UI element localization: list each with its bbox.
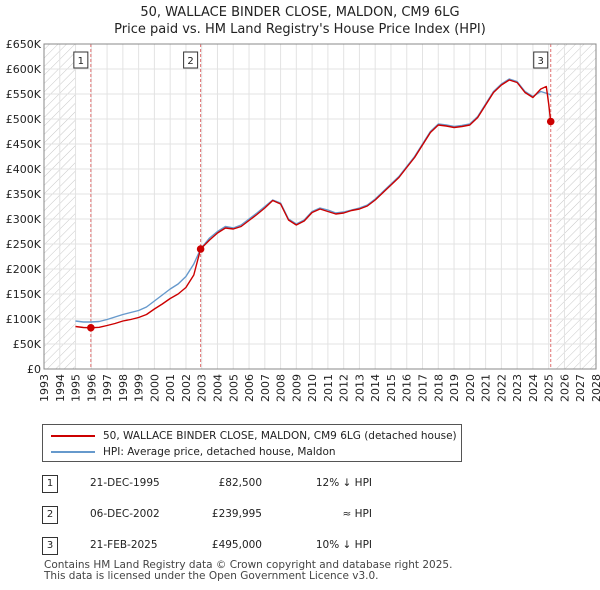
- x-tick-label: 2002: [180, 374, 193, 402]
- legend-swatch-hpi: [51, 451, 95, 453]
- chart-legend: 50, WALLACE BINDER CLOSE, MALDON, CM9 6L…: [42, 424, 462, 462]
- y-tick-label: £300K: [6, 213, 42, 226]
- y-tick-label: £200K: [6, 263, 42, 276]
- x-tick-label: 1993: [38, 374, 51, 402]
- sale-number-label: 2: [187, 56, 193, 67]
- transaction-hpi-comparison: ≈ HPI: [342, 508, 372, 520]
- y-tick-label: £50K: [13, 338, 42, 351]
- x-tick-label: 2025: [543, 374, 556, 402]
- transaction-price: £239,995: [211, 508, 262, 520]
- x-tick-label: 2017: [417, 374, 430, 402]
- y-tick-label: £350K: [6, 188, 42, 201]
- legend-label-hpi: HPI: Average price, detached house, Mald…: [103, 446, 336, 458]
- plot-frame: [43, 43, 597, 370]
- x-tick-label: 2013: [353, 374, 366, 402]
- x-tick-label: 2012: [338, 374, 351, 402]
- transaction-number: 2: [42, 506, 58, 524]
- x-tick-label: 2009: [290, 374, 303, 402]
- x-tick-label: 2005: [227, 374, 240, 402]
- x-tick-label: 2003: [196, 374, 209, 402]
- x-tick-label: 2022: [495, 374, 508, 402]
- x-tick-label: 2004: [211, 374, 224, 402]
- x-tick-label: 1997: [101, 374, 114, 402]
- y-tick-label: £550K: [6, 88, 42, 101]
- y-tick-label: £650K: [6, 38, 42, 51]
- footer-line-2: This data is licensed under the Open Gov…: [44, 570, 379, 582]
- y-tick-label: £500K: [6, 113, 42, 126]
- transaction-date: 21-FEB-2025: [90, 539, 158, 551]
- x-tick-label: 2008: [275, 374, 288, 402]
- x-tick-label: 2024: [527, 374, 540, 402]
- x-tick-label: 2006: [243, 374, 256, 402]
- x-tick-label: 1998: [117, 374, 130, 402]
- x-tick-label: 2015: [385, 374, 398, 402]
- x-tick-label: 2014: [369, 374, 382, 402]
- title-line-1: 50, WALLACE BINDER CLOSE, MALDON, CM9 6L…: [140, 5, 460, 20]
- x-tick-label: 1994: [54, 374, 67, 402]
- transaction-date: 06-DEC-2002: [90, 508, 160, 520]
- y-tick-label: £150K: [6, 288, 42, 301]
- sale-point: [87, 323, 95, 332]
- transaction-date: 21-DEC-1995: [90, 477, 160, 489]
- y-tick-label: £400K: [6, 163, 42, 176]
- property-series-line: [75, 79, 552, 329]
- transaction-price: £82,500: [218, 477, 262, 489]
- price-chart: 1 2 3 £0 £50K £100K £150K £200K £250K £300K £350K…: [6, 38, 600, 402]
- x-tick-label: 2020: [464, 374, 477, 402]
- x-tick-label: 2007: [259, 374, 272, 402]
- legend-label-property: 50, WALLACE BINDER CLOSE, MALDON, CM9 6L…: [103, 430, 457, 442]
- sale-point: [196, 245, 205, 253]
- x-tick-label: 1995: [70, 374, 83, 402]
- y-tick-label: £250K: [6, 238, 42, 251]
- transaction-hpi-comparison: 12% ↓ HPI: [315, 477, 372, 489]
- sale-number-box: [73, 51, 89, 69]
- x-tick-label: 1999: [133, 374, 146, 402]
- x-tick-label: 2026: [558, 374, 571, 402]
- y-tick-label: £450K: [6, 138, 42, 151]
- x-tick-label: 1996: [85, 374, 98, 402]
- transaction-price: £495,000: [211, 539, 262, 551]
- x-tick-label: 2018: [432, 374, 445, 402]
- x-tick-label: 2019: [448, 374, 461, 402]
- sale-number-label: 3: [538, 56, 544, 67]
- x-tick-label: 2023: [511, 374, 524, 402]
- hatched-region: [556, 44, 596, 369]
- sale-point: [546, 117, 555, 126]
- y-tick-label: £0: [27, 363, 41, 376]
- title-line-2: Price paid vs. HM Land Registry's House …: [114, 22, 486, 37]
- x-tick-label: 2000: [148, 374, 161, 402]
- y-tick-label: £600K: [6, 63, 42, 76]
- chart-title: 50, WALLACE BINDER CLOSE, MALDON, CM9 6L…: [0, 4, 600, 38]
- x-tick-label: 2011: [322, 374, 335, 402]
- transaction-hpi-comparison: 10% ↓ HPI: [315, 539, 372, 551]
- x-tick-label: 2001: [164, 374, 177, 402]
- sale-number-box: [183, 51, 199, 69]
- x-tick-label: 2028: [590, 374, 600, 402]
- x-tick-label: 2010: [306, 374, 319, 402]
- y-tick-label: £100K: [6, 313, 42, 326]
- x-tick-label: 2021: [480, 374, 493, 402]
- sale-number-box: [533, 51, 549, 69]
- x-tick-label: 2027: [574, 374, 587, 402]
- footer-attribution: Contains HM Land Registry data © Crown c…: [44, 560, 452, 582]
- sale-number-label: 1: [78, 56, 84, 67]
- x-tick-label: 2016: [401, 374, 414, 402]
- transaction-number: 1: [42, 475, 58, 493]
- footer-line-1: Contains HM Land Registry data © Crown c…: [44, 559, 453, 571]
- hpi-series-line: [75, 78, 552, 323]
- legend-swatch-property: [51, 435, 95, 437]
- transaction-number: 3: [42, 537, 58, 555]
